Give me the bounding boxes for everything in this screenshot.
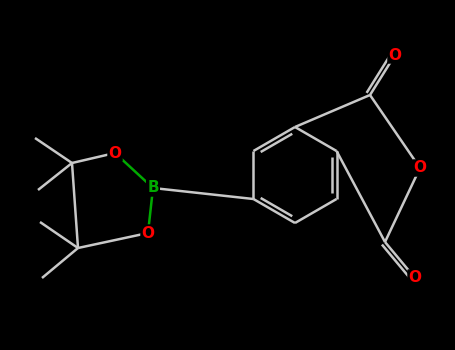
- Text: O: O: [409, 271, 421, 286]
- Text: O: O: [414, 161, 426, 175]
- Text: O: O: [142, 225, 155, 240]
- Text: B: B: [147, 181, 159, 196]
- Text: O: O: [389, 48, 401, 63]
- Text: O: O: [108, 146, 121, 161]
